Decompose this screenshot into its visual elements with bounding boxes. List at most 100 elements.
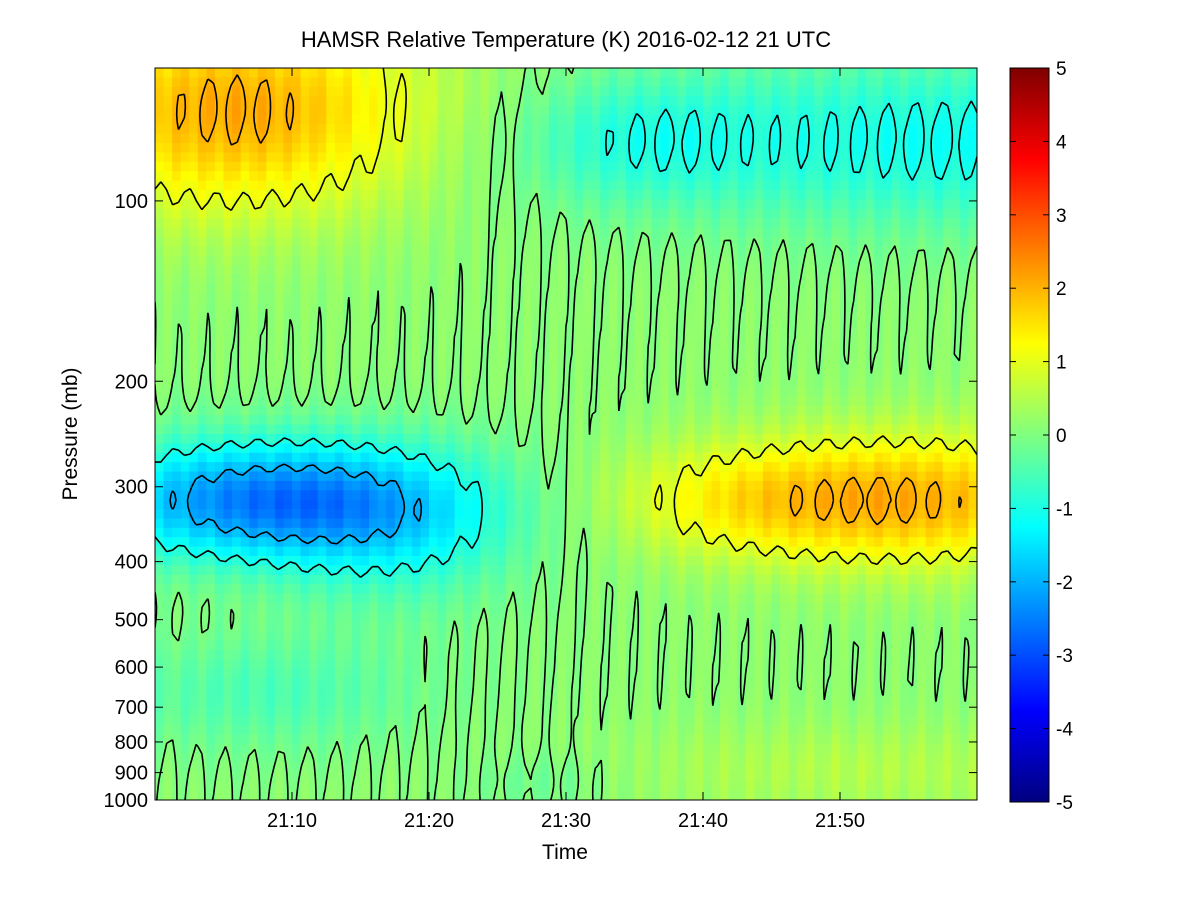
heatmap-cell: [814, 387, 824, 398]
heatmap-cell: [651, 349, 661, 360]
heatmap-cell: [360, 387, 370, 398]
heatmap-cell: [377, 434, 387, 444]
heatmap-cell: [232, 236, 242, 247]
heatmap-cell: [771, 143, 781, 154]
heatmap-cell: [925, 124, 935, 135]
heatmap-cell: [377, 330, 387, 341]
heatmap-cell: [745, 387, 755, 398]
heatmap-cell: [189, 265, 199, 276]
heatmap-cell: [762, 546, 773, 557]
heatmap-cell: [711, 283, 721, 294]
heatmap-cell: [857, 86, 867, 97]
heatmap-cell: [506, 490, 516, 501]
heatmap-cell: [480, 274, 490, 285]
heatmap-cell: [677, 340, 687, 351]
heatmap-cell: [660, 471, 670, 482]
heatmap-cell: [668, 161, 678, 172]
heatmap-cell: [720, 133, 730, 144]
heatmap-cell: [634, 180, 644, 191]
heatmap-cell: [625, 114, 636, 125]
heatmap-cell: [480, 424, 490, 435]
heatmap-cell: [865, 171, 875, 182]
heatmap-cell: [762, 368, 773, 379]
heatmap-cell: [848, 330, 858, 341]
heatmap-cell: [634, 377, 644, 388]
heatmap-cell: [394, 199, 404, 210]
heatmap-cell: [720, 527, 730, 538]
heatmap-cell: [814, 171, 824, 182]
heatmap-cell: [942, 424, 952, 435]
heatmap-cell: [865, 490, 875, 501]
heatmap-cell: [677, 387, 687, 398]
heatmap-cell: [283, 546, 293, 557]
heatmap-cell: [583, 293, 593, 304]
heatmap-cell: [788, 227, 798, 238]
heatmap-cell: [762, 387, 773, 398]
heatmap-cell: [625, 424, 636, 435]
heatmap-cell: [805, 452, 815, 463]
heatmap-cell: [780, 86, 790, 97]
heatmap-cell: [429, 124, 439, 135]
heatmap-cell: [326, 405, 336, 416]
heatmap-cell: [574, 527, 584, 538]
heatmap-cell: [651, 255, 661, 266]
heatmap-cell: [891, 161, 901, 172]
heatmap-cell: [548, 424, 559, 435]
heatmap-cell: [488, 340, 499, 351]
heatmap-cell: [677, 274, 687, 285]
heatmap-cell: [831, 208, 841, 219]
heatmap-cell: [206, 124, 216, 135]
heatmap-cell: [351, 114, 362, 125]
heatmap-cell: [660, 480, 670, 491]
heatmap-cell: [403, 190, 413, 200]
heatmap-cell: [343, 105, 353, 116]
heatmap-cell: [788, 190, 798, 200]
heatmap-cell: [471, 133, 481, 144]
heatmap-cell: [694, 518, 704, 529]
heatmap-cell: [446, 312, 456, 322]
heatmap-cell: [711, 387, 721, 398]
heatmap-cell: [531, 143, 541, 154]
heatmap-cell: [600, 312, 610, 322]
heatmap-cell: [780, 246, 790, 257]
heatmap-cell: [471, 302, 481, 313]
heatmap-cell: [634, 349, 644, 360]
heatmap-cell: [343, 227, 353, 238]
heatmap-cell: [891, 68, 901, 78]
heatmap-cell: [548, 227, 559, 238]
heatmap-cell: [737, 96, 747, 107]
heatmap-cell: [711, 358, 721, 369]
heatmap-cell: [574, 499, 584, 510]
heatmap-cell: [754, 152, 764, 163]
heatmap-cell: [155, 415, 165, 426]
heatmap-cell: [703, 358, 713, 369]
heatmap-cell: [386, 368, 396, 379]
heatmap-cell: [292, 171, 302, 182]
heatmap-cell: [788, 152, 798, 163]
heatmap-cell: [968, 293, 977, 304]
heatmap-cell: [548, 218, 559, 229]
heatmap-cell: [788, 452, 798, 463]
heatmap-cell: [351, 490, 362, 501]
heatmap-cell: [540, 546, 550, 557]
heatmap-cell: [232, 283, 242, 294]
heatmap-cell: [574, 190, 584, 200]
heatmap-cell: [634, 330, 644, 341]
heatmap-cell: [625, 265, 636, 276]
heatmap-cell: [754, 199, 764, 210]
heatmap-cell: [334, 236, 344, 247]
heatmap-cell: [574, 321, 584, 332]
heatmap-cell: [446, 114, 456, 125]
heatmap-cell: [703, 424, 713, 435]
heatmap-cell: [274, 349, 285, 360]
heatmap-cell: [942, 499, 952, 510]
heatmap-cell: [574, 434, 584, 444]
heatmap-cell: [334, 368, 344, 379]
heatmap-cell: [540, 527, 550, 538]
heatmap-cell: [257, 236, 267, 247]
heatmap-cell: [874, 77, 884, 88]
heatmap-cell: [899, 114, 910, 125]
heatmap-cell: [591, 293, 601, 304]
heatmap-cell: [531, 405, 541, 416]
heatmap-cell: [711, 143, 721, 154]
